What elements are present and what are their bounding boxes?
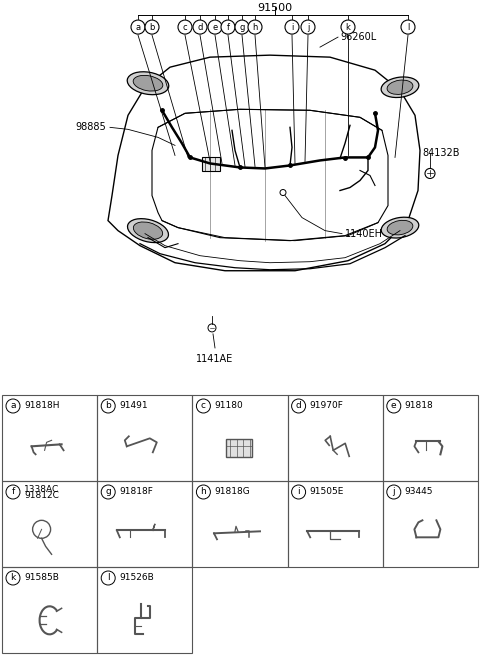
Text: i: i: [297, 487, 300, 496]
Bar: [192, 395, 288, 481]
Text: 91491: 91491: [119, 402, 148, 411]
Text: l: l: [107, 574, 109, 582]
Circle shape: [280, 189, 286, 196]
Text: 91180: 91180: [215, 402, 243, 411]
Ellipse shape: [127, 72, 169, 95]
Text: i: i: [291, 22, 293, 31]
Circle shape: [145, 20, 159, 34]
Text: h: h: [252, 22, 258, 31]
Text: b: b: [149, 22, 155, 31]
Bar: [383, 395, 478, 481]
Bar: [97, 481, 192, 567]
Circle shape: [101, 485, 115, 499]
Text: g: g: [240, 22, 245, 31]
Text: l: l: [407, 22, 409, 31]
Text: 93445: 93445: [405, 487, 433, 496]
Circle shape: [248, 20, 262, 34]
Ellipse shape: [133, 75, 163, 91]
Text: a: a: [135, 22, 141, 31]
Bar: [288, 395, 383, 481]
Bar: [288, 481, 383, 567]
Ellipse shape: [133, 222, 163, 239]
Circle shape: [387, 399, 401, 413]
Bar: [383, 481, 478, 567]
Text: 91526B: 91526B: [119, 574, 154, 582]
Circle shape: [208, 20, 222, 34]
Text: 84132B: 84132B: [422, 149, 459, 159]
Ellipse shape: [387, 220, 413, 235]
Bar: [226, 440, 252, 457]
Text: 91585B: 91585B: [24, 574, 59, 582]
Circle shape: [208, 324, 216, 332]
Text: d: d: [197, 22, 203, 31]
Circle shape: [401, 20, 415, 34]
Circle shape: [292, 485, 306, 499]
Text: 91818: 91818: [405, 402, 433, 411]
Bar: [2, 481, 97, 567]
Text: k: k: [11, 574, 16, 582]
Circle shape: [101, 571, 115, 585]
Text: e: e: [212, 22, 217, 31]
Circle shape: [131, 20, 145, 34]
Ellipse shape: [381, 77, 419, 98]
Ellipse shape: [128, 219, 168, 242]
Circle shape: [6, 571, 20, 585]
Text: f: f: [12, 487, 14, 496]
Bar: [97, 567, 192, 653]
Ellipse shape: [387, 80, 413, 94]
Text: d: d: [296, 402, 301, 411]
Bar: [2, 567, 97, 653]
Text: 91812C: 91812C: [24, 491, 59, 500]
Text: b: b: [105, 402, 111, 411]
Text: f: f: [227, 22, 229, 31]
Text: 96260L: 96260L: [340, 32, 376, 42]
Circle shape: [101, 399, 115, 413]
Text: 1141AE: 1141AE: [196, 354, 234, 364]
Text: k: k: [346, 22, 350, 31]
Bar: [97, 395, 192, 481]
Circle shape: [196, 485, 210, 499]
Bar: [202, 157, 220, 172]
Circle shape: [285, 20, 299, 34]
Text: 98885: 98885: [75, 122, 106, 132]
Circle shape: [33, 520, 50, 538]
Text: 91505E: 91505E: [310, 487, 344, 496]
Circle shape: [196, 399, 210, 413]
Bar: [192, 481, 288, 567]
Text: a: a: [10, 402, 16, 411]
Text: c: c: [183, 22, 187, 31]
Ellipse shape: [381, 217, 419, 238]
Text: 1140EH: 1140EH: [345, 229, 383, 238]
Text: 91818G: 91818G: [215, 487, 250, 496]
Circle shape: [425, 168, 435, 178]
Text: h: h: [201, 487, 206, 496]
Text: 1338AC: 1338AC: [24, 485, 59, 493]
Circle shape: [235, 20, 249, 34]
Text: e: e: [391, 402, 396, 411]
Circle shape: [221, 20, 235, 34]
Text: j: j: [393, 487, 395, 496]
Text: g: g: [105, 487, 111, 496]
Bar: [2, 395, 97, 481]
Text: 91818H: 91818H: [24, 402, 60, 411]
Circle shape: [6, 485, 20, 499]
Text: 91970F: 91970F: [310, 402, 344, 411]
Circle shape: [292, 399, 306, 413]
Text: 91500: 91500: [257, 3, 293, 13]
Text: 91818F: 91818F: [119, 487, 153, 496]
Text: c: c: [201, 402, 206, 411]
Circle shape: [301, 20, 315, 34]
Circle shape: [6, 399, 20, 413]
Circle shape: [341, 20, 355, 34]
Text: j: j: [307, 22, 309, 31]
Circle shape: [193, 20, 207, 34]
Circle shape: [178, 20, 192, 34]
Circle shape: [387, 485, 401, 499]
